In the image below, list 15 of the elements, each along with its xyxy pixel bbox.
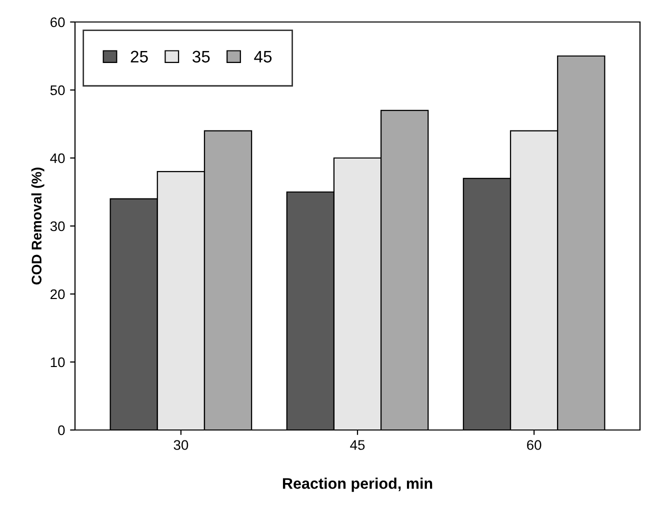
legend-label: 45 (254, 50, 272, 63)
y-tick-label: 20 (50, 289, 65, 300)
y-tick-label: 30 (50, 221, 65, 232)
y-tick-label: 0 (58, 425, 65, 436)
y-tick-label: 10 (50, 357, 65, 368)
x-tick-label: 30 (174, 440, 188, 450)
legend-label: 25 (130, 50, 148, 63)
legend-label: 35 (192, 50, 210, 63)
x-tick-label: 45 (350, 440, 365, 450)
x-tick-label: 60 (527, 440, 542, 450)
y-tick-label: 40 (50, 153, 65, 164)
y-axis-title: COD Removal (%) (31, 168, 44, 284)
y-tick-label: 60 (50, 17, 65, 28)
x-axis-title: Reaction period, min (282, 478, 432, 492)
y-tick-label: 50 (50, 85, 65, 96)
